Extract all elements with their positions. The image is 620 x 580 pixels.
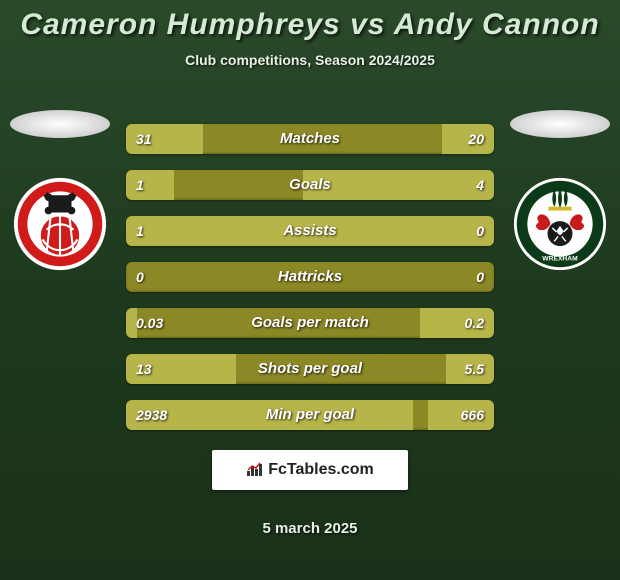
left-badge-column <box>0 100 120 272</box>
right-club-crest: WREXHAM <box>512 176 608 272</box>
stat-row: 10Assists <box>126 216 494 246</box>
stat-row: 3120Matches <box>126 124 494 154</box>
fctables-logo: FcTables.com <box>212 450 408 490</box>
subtitle: Club competitions, Season 2024/2025 <box>0 52 620 68</box>
player2-name: Andy Cannon <box>394 8 600 41</box>
date-text: 5 march 2025 <box>0 520 620 537</box>
comparison-container: 3120Matches 14Goals 10Assists 00Hattricks 0.… <box>0 100 620 446</box>
stat-label: Shots per goal <box>126 354 494 384</box>
left-ellipse-decor <box>10 110 110 138</box>
stat-label: Assists <box>126 216 494 246</box>
right-ellipse-decor <box>510 110 610 138</box>
left-club-crest <box>12 176 108 272</box>
stat-row: 00Hattricks <box>126 262 494 292</box>
rotherham-crest-icon <box>12 176 108 272</box>
footer-brand-text: FcTables.com <box>268 461 374 479</box>
stat-row: 2938666Min per goal <box>126 400 494 430</box>
vs-text: vs <box>350 8 385 41</box>
stat-label: Goals <box>126 170 494 200</box>
right-badge-column: WREXHAM <box>500 100 620 272</box>
player1-name: Cameron Humphreys <box>20 8 340 41</box>
stat-label: Goals per match <box>126 308 494 338</box>
comparison-title: Cameron Humphreys vs Andy Cannon <box>0 0 620 42</box>
stat-row: 135.5Shots per goal <box>126 354 494 384</box>
stat-bars: 3120Matches 14Goals 10Assists 00Hattricks 0.… <box>120 100 500 446</box>
stat-label: Hattricks <box>126 262 494 292</box>
stat-label: Min per goal <box>126 400 494 430</box>
stat-row: 0.030.2Goals per match <box>126 308 494 338</box>
svg-text:WREXHAM: WREXHAM <box>542 255 578 262</box>
chart-icon <box>246 461 262 480</box>
stat-row: 14Goals <box>126 170 494 200</box>
wrexham-crest-icon: WREXHAM <box>512 176 608 272</box>
stat-label: Matches <box>126 124 494 154</box>
